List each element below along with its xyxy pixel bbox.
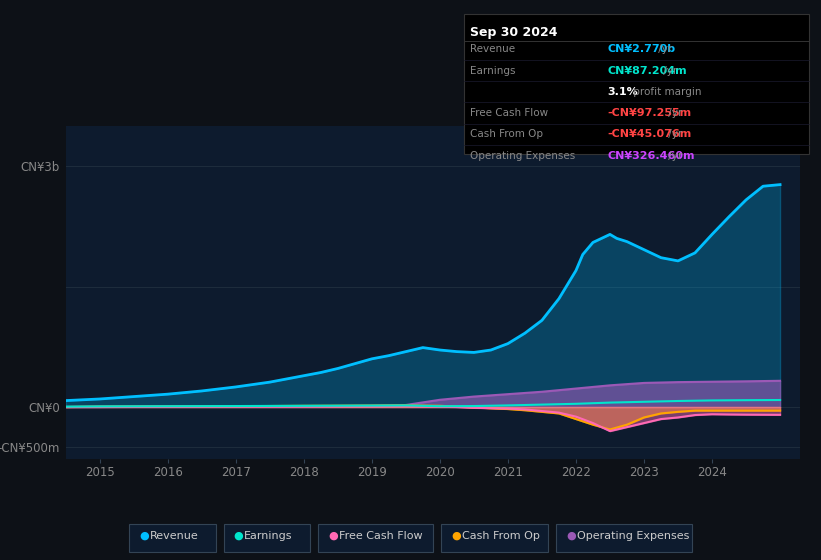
- Text: /yr: /yr: [660, 66, 677, 76]
- Text: profit margin: profit margin: [630, 87, 701, 97]
- Text: /yr: /yr: [655, 44, 672, 54]
- Text: Earnings: Earnings: [245, 531, 293, 541]
- Text: -CN¥97.255m: -CN¥97.255m: [608, 108, 691, 118]
- Text: CN¥2.770b: CN¥2.770b: [608, 44, 676, 54]
- Text: ●: ●: [452, 531, 461, 541]
- Text: Sep 30 2024: Sep 30 2024: [470, 26, 558, 39]
- Text: Free Cash Flow: Free Cash Flow: [470, 108, 548, 118]
- Text: ●: ●: [140, 531, 149, 541]
- Text: CN¥326.460m: CN¥326.460m: [608, 151, 695, 161]
- Text: /yr: /yr: [665, 129, 682, 139]
- Text: Operating Expenses: Operating Expenses: [470, 151, 576, 161]
- Text: Cash From Op: Cash From Op: [470, 129, 544, 139]
- Text: ●: ●: [566, 531, 576, 541]
- Text: Cash From Op: Cash From Op: [461, 531, 539, 541]
- Text: -CN¥45.076m: -CN¥45.076m: [608, 129, 692, 139]
- Text: 3.1%: 3.1%: [608, 87, 638, 97]
- Text: Revenue: Revenue: [149, 531, 199, 541]
- Text: /yr: /yr: [665, 108, 682, 118]
- Text: Revenue: Revenue: [470, 44, 516, 54]
- Text: ●: ●: [328, 531, 337, 541]
- Text: ●: ●: [233, 531, 243, 541]
- Text: Free Cash Flow: Free Cash Flow: [338, 531, 422, 541]
- Text: Earnings: Earnings: [470, 66, 516, 76]
- Text: Operating Expenses: Operating Expenses: [576, 531, 689, 541]
- Text: /yr: /yr: [665, 151, 682, 161]
- Text: CN¥87.204m: CN¥87.204m: [608, 66, 687, 76]
